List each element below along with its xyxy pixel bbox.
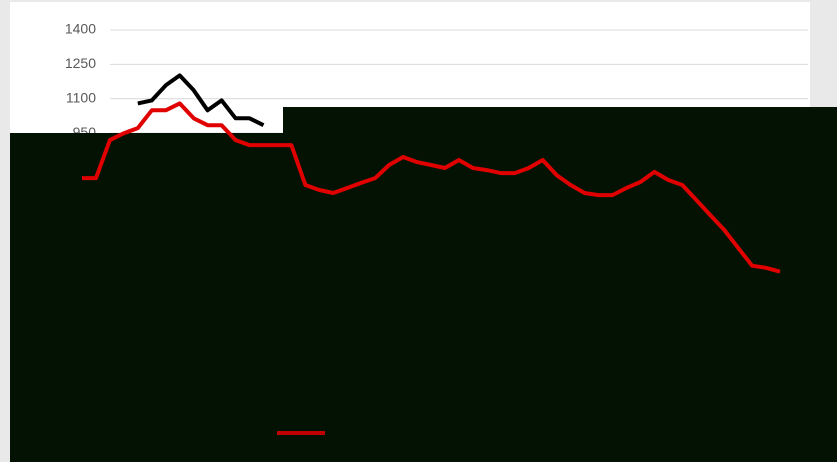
series-lines bbox=[82, 73, 781, 274]
series-line bbox=[82, 101, 781, 274]
corrupted-overlay bbox=[10, 107, 837, 462]
y-tick-label: 1250 bbox=[65, 55, 96, 71]
y-tick-label: 1100 bbox=[66, 89, 96, 105]
series-line bbox=[137, 73, 265, 127]
y-tick-label: 1400 bbox=[65, 21, 96, 37]
